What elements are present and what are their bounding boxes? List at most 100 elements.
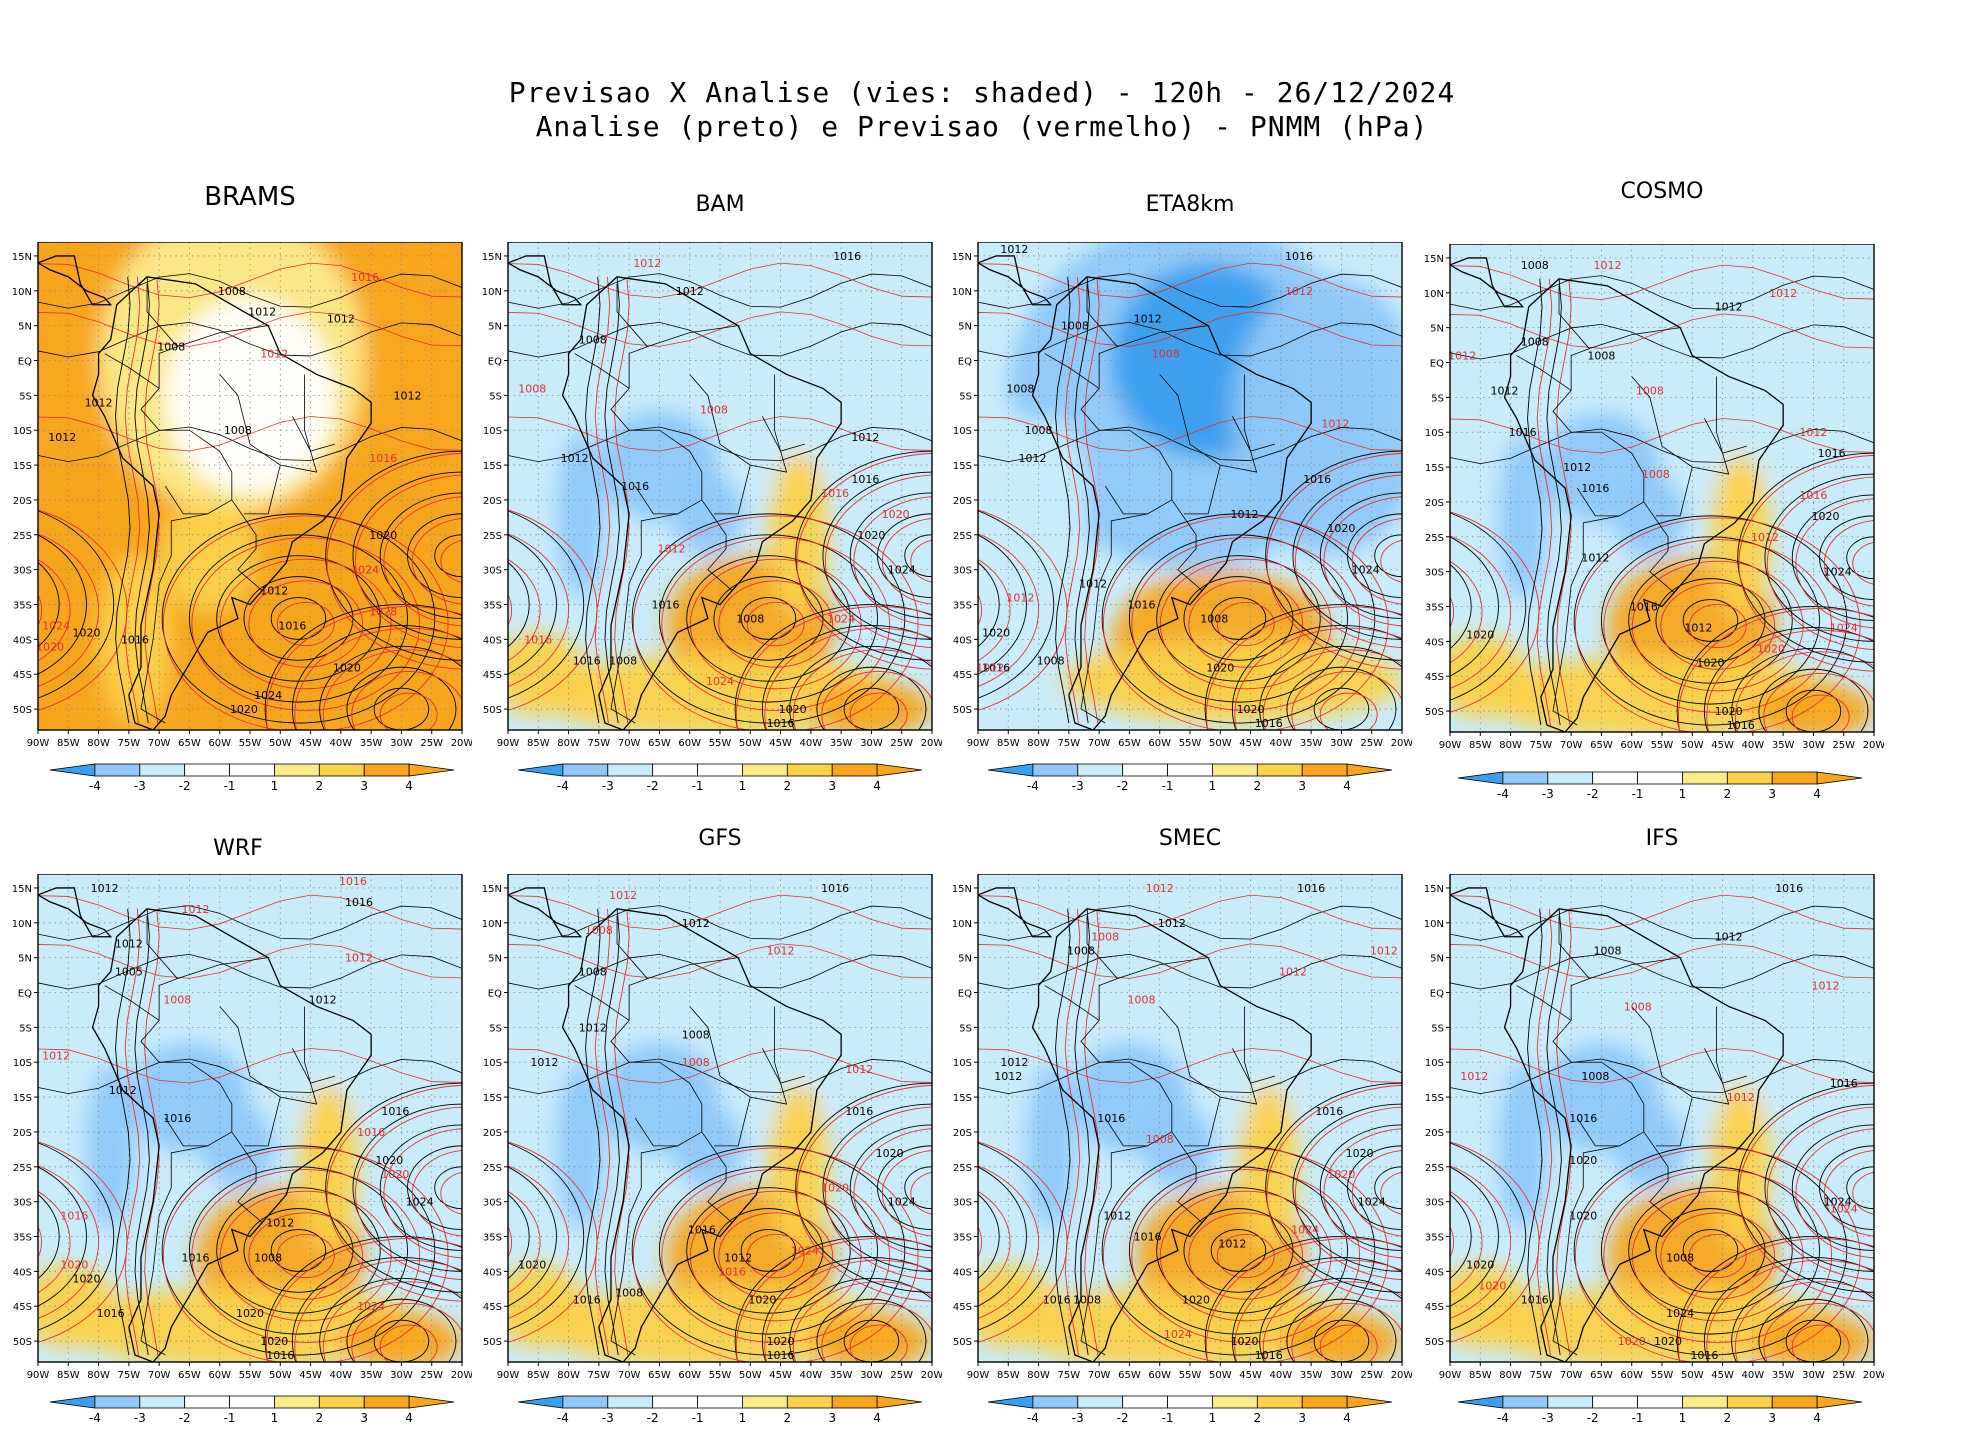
analysis-isobar bbox=[1101, 513, 1376, 724]
forecast-isobar bbox=[821, 671, 932, 730]
isobar-label: 1020 bbox=[1696, 656, 1724, 669]
analysis-isobar bbox=[1210, 1229, 1267, 1272]
bias-shading bbox=[159, 499, 257, 612]
lon-tick-label: 40W bbox=[330, 1370, 353, 1381]
analysis-isobar bbox=[38, 1142, 115, 1331]
colorbar-tick-label: -2 bbox=[1117, 779, 1129, 793]
colorbar-tick-label: -4 bbox=[89, 779, 101, 793]
lon-tick-label: 40W bbox=[330, 738, 353, 749]
country-border bbox=[1171, 1131, 1203, 1223]
colorbar-tick-label: 4 bbox=[1343, 779, 1351, 793]
colorbar-tick-label: 3 bbox=[360, 1411, 368, 1425]
country-border bbox=[713, 464, 751, 515]
forecast-isobar bbox=[379, 1324, 438, 1362]
lat-tick-label: 20S bbox=[1425, 1128, 1444, 1139]
analysis-isobar bbox=[508, 1166, 557, 1307]
isobar-label: 1016 bbox=[524, 633, 552, 646]
isobar-label: 1020 bbox=[1569, 1210, 1597, 1223]
colorbar-tick-label: -4 bbox=[557, 1411, 569, 1425]
isobar-label: 1012 bbox=[1279, 966, 1307, 979]
isobar-label: 1016 bbox=[767, 1349, 795, 1362]
map-panel-cosmo: 1008 1012 1012 1012 1008 1012 1008 1008 1012 1016… bbox=[1424, 244, 1884, 751]
analysis-isobar bbox=[1450, 428, 1874, 464]
isobar-label: 1016 bbox=[845, 1105, 873, 1118]
country-border bbox=[762, 1048, 805, 1084]
forecast-isobar bbox=[191, 1169, 421, 1343]
isobar-label: 1016 bbox=[1521, 1293, 1549, 1306]
colorbar-tick-label: 1 bbox=[739, 779, 747, 793]
forecast-isobar bbox=[1603, 1169, 1833, 1343]
forecast-isobar bbox=[1323, 496, 1402, 627]
analysis-isobar bbox=[1731, 1277, 1874, 1362]
country-border bbox=[1171, 499, 1203, 591]
isobar-label: 1012 bbox=[1684, 621, 1712, 634]
lon-tick-label: 55W bbox=[239, 738, 262, 749]
forecast-isobar bbox=[718, 1212, 834, 1300]
analysis-isobar bbox=[38, 561, 60, 648]
isobar-label: 1020 bbox=[36, 640, 64, 653]
analysis-isobar bbox=[978, 426, 1402, 462]
analysis-isobar bbox=[978, 1166, 1027, 1307]
forecast-isobar bbox=[1323, 1128, 1402, 1259]
lat-tick-label: 15N bbox=[952, 252, 972, 263]
forecast-isobar bbox=[1450, 595, 1455, 629]
analysis-isobar bbox=[978, 534, 1027, 675]
isobar-label: 1008 bbox=[1128, 993, 1156, 1006]
forecast-isobar bbox=[508, 416, 932, 452]
analysis-isobar bbox=[1319, 1124, 1402, 1251]
isobar-label: 1016 bbox=[621, 480, 649, 493]
isobar-label: 1012 bbox=[609, 889, 637, 902]
isobar-label: 1012 bbox=[1134, 313, 1162, 326]
lon-tick-label: 85W bbox=[1469, 740, 1492, 751]
isobar-label: 1020 bbox=[369, 529, 397, 542]
lon-tick-label: 20W bbox=[921, 738, 942, 749]
colorbar-tick-label: 3 bbox=[1768, 1411, 1776, 1425]
country-border bbox=[140, 957, 269, 1147]
analysis-isobar bbox=[978, 953, 1402, 990]
lat-tick-label: 45S bbox=[1425, 672, 1444, 683]
forecast-isobar bbox=[1291, 1303, 1402, 1362]
analysis-isobar bbox=[38, 905, 462, 941]
lat-tick-label: 15N bbox=[12, 884, 32, 895]
lon-tick-label: 25W bbox=[1832, 740, 1855, 751]
forecast-isobar bbox=[746, 601, 805, 647]
analysis-isobar bbox=[325, 450, 462, 661]
coastline bbox=[38, 255, 113, 306]
lon-tick-label: 75W bbox=[1058, 1370, 1081, 1381]
forecast-isobar bbox=[1450, 264, 1874, 301]
analysis-isobar bbox=[1347, 1145, 1402, 1230]
isobar-label: 1016 bbox=[1509, 426, 1537, 439]
lon-tick-label: 75W bbox=[588, 1370, 611, 1381]
isobar-label: 1016 bbox=[1630, 601, 1658, 614]
analysis-isobar bbox=[1785, 1319, 1842, 1362]
lat-tick-label: 15S bbox=[13, 461, 32, 472]
lon-tick-label: 80W bbox=[1499, 1370, 1522, 1381]
analysis-isobar bbox=[0, 1216, 5, 1258]
coastline bbox=[561, 276, 842, 730]
isobar-label: 1016 bbox=[339, 875, 367, 888]
forecast-isobar bbox=[294, 1259, 462, 1362]
lat-tick-label: 20S bbox=[953, 1128, 972, 1139]
isobar-label: 1020 bbox=[748, 1293, 776, 1306]
lat-tick-label: 40S bbox=[953, 1267, 972, 1278]
isobar-label: 1008 bbox=[1587, 350, 1615, 363]
analysis-isobar bbox=[379, 1124, 462, 1251]
forecast-isobar bbox=[978, 1165, 1039, 1319]
analysis-isobar bbox=[1846, 1166, 1874, 1210]
lon-tick-label: 50W bbox=[269, 1370, 292, 1381]
isobar-label: 1012 bbox=[1581, 552, 1609, 565]
lat-tick-label: 25S bbox=[1425, 533, 1444, 544]
analysis-isobar bbox=[1737, 452, 1874, 663]
coastline bbox=[1450, 257, 1525, 308]
forecast-isobar bbox=[411, 1149, 462, 1237]
forecast-isobar bbox=[38, 894, 462, 931]
lon-tick-label: 60W bbox=[1148, 1370, 1171, 1381]
isobar-label: 1016 bbox=[163, 1112, 191, 1125]
country-border bbox=[1655, 1096, 1693, 1147]
lat-tick-label: 30S bbox=[13, 1198, 32, 1209]
forecast-isobar bbox=[1734, 1281, 1874, 1362]
lat-tick-label: 15S bbox=[483, 461, 502, 472]
analysis-isobar bbox=[978, 1142, 1055, 1331]
isobar-label: 1012 bbox=[260, 348, 288, 361]
analysis-isobar bbox=[188, 1166, 408, 1335]
